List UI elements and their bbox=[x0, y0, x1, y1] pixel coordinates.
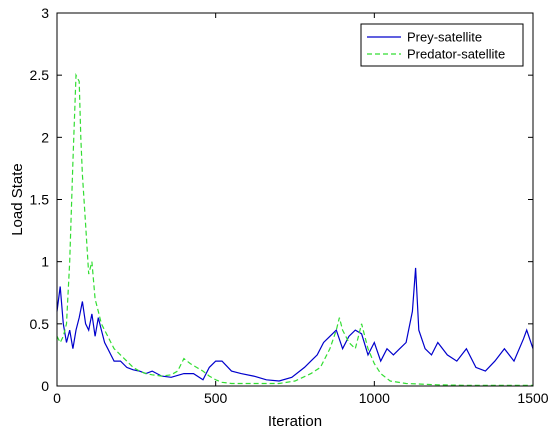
series-line-predator-satellite bbox=[56, 72, 533, 386]
y-tick-label: 1.5 bbox=[30, 192, 50, 208]
x-axis-label: Iteration bbox=[268, 413, 322, 430]
y-tick-label: 0 bbox=[41, 378, 49, 394]
plot-area-frame bbox=[56, 12, 534, 387]
x-tick-label: 500 bbox=[204, 390, 228, 406]
y-tick-label: 0.5 bbox=[30, 316, 50, 332]
ticks-layer: 0 500 1000 1500 0 0.5 1 1.5 2 2.5 3 bbox=[30, 5, 549, 406]
y-axis-label: Load State bbox=[9, 163, 26, 236]
y-tick-label: 2 bbox=[41, 129, 49, 145]
legend: Prey-satellite Predator-satellite bbox=[360, 23, 524, 67]
x-tick-label: 1500 bbox=[517, 390, 548, 406]
legend-label-predator-satellite: Predator-satellite bbox=[407, 47, 505, 62]
series-line-prey-satellite bbox=[56, 267, 534, 382]
y-tick-label: 2.5 bbox=[30, 67, 50, 83]
series-layer bbox=[56, 72, 534, 386]
y-tick-label: 1 bbox=[41, 254, 49, 270]
legend-label-prey-satellite: Prey-satellite bbox=[407, 30, 482, 45]
y-tick-label: 3 bbox=[41, 5, 49, 21]
x-tick-label: 0 bbox=[53, 390, 61, 406]
legend-box bbox=[360, 23, 524, 67]
x-tick-label: 1000 bbox=[359, 390, 390, 406]
